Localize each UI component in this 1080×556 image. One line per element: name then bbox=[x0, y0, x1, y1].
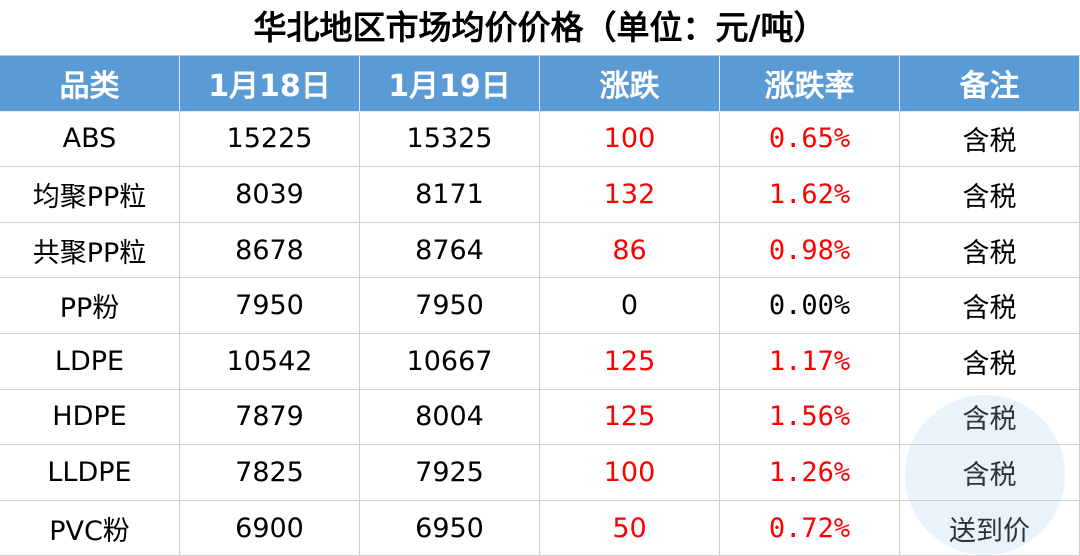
table-cell: 8004 bbox=[360, 389, 540, 446]
table-cell: 100 bbox=[540, 445, 720, 501]
table-cell: 含税 bbox=[900, 333, 1080, 390]
price-table: 品类 1月18日 1月19日 涨跌 涨跌率 备注 ABS 15225 15325 100 0.65%… bbox=[0, 56, 1080, 556]
table-cell: 15325 bbox=[360, 111, 540, 168]
table-cell: 7879 bbox=[180, 389, 360, 446]
column-header: 1月19日 bbox=[360, 56, 540, 112]
table-cell: 6950 bbox=[360, 500, 540, 556]
table-cell: 均聚PP粒 bbox=[0, 167, 180, 223]
column-header: 涨跌 bbox=[540, 56, 720, 112]
table-cell: 86 bbox=[540, 222, 720, 279]
table-cell: 1.62% bbox=[720, 167, 900, 223]
table-cell: 共聚PP粒 bbox=[0, 222, 180, 279]
table-cell: 含税 bbox=[900, 111, 1080, 168]
table-cell: 8764 bbox=[360, 222, 540, 279]
table-cell: 1.26% bbox=[720, 445, 900, 501]
table-cell: 含税 bbox=[900, 389, 1080, 446]
table-cell: 0 bbox=[540, 278, 720, 334]
table-cell: 8039 bbox=[180, 167, 360, 223]
table-cell: 7825 bbox=[180, 445, 360, 501]
table-cell: 50 bbox=[540, 500, 720, 556]
table-cell: 7950 bbox=[180, 278, 360, 334]
column-header: 备注 bbox=[900, 56, 1080, 112]
column-header: 涨跌率 bbox=[720, 56, 900, 112]
table-cell: ABS bbox=[0, 111, 180, 168]
table-cell: 125 bbox=[540, 333, 720, 390]
table-cell: 0.65% bbox=[720, 111, 900, 168]
table-cell: 7925 bbox=[360, 445, 540, 501]
table-cell: 6900 bbox=[180, 500, 360, 556]
table-cell: 0.00% bbox=[720, 278, 900, 334]
column-header: 品类 bbox=[0, 56, 180, 112]
table-cell: 含税 bbox=[900, 167, 1080, 223]
table-title: 华北地区市场均价价格（单位：元/吨） bbox=[0, 0, 1080, 56]
table-cell: 15225 bbox=[180, 111, 360, 168]
table-cell: PP粉 bbox=[0, 278, 180, 334]
table-cell: 125 bbox=[540, 389, 720, 446]
column-header: 1月18日 bbox=[180, 56, 360, 112]
table-cell: 7950 bbox=[360, 278, 540, 334]
table-cell: 含税 bbox=[900, 278, 1080, 334]
table-cell: 8678 bbox=[180, 222, 360, 279]
table-cell: 132 bbox=[540, 167, 720, 223]
table-cell: 10667 bbox=[360, 333, 540, 390]
table-cell: 0.72% bbox=[720, 500, 900, 556]
table-cell: 送到价 bbox=[900, 500, 1080, 556]
table-cell: 100 bbox=[540, 111, 720, 168]
table-cell: LDPE bbox=[0, 333, 180, 390]
table-cell: 含税 bbox=[900, 222, 1080, 279]
table-cell: 含税 bbox=[900, 445, 1080, 501]
table-cell: PVC粉 bbox=[0, 500, 180, 556]
table-cell: LLDPE bbox=[0, 445, 180, 501]
table-cell: HDPE bbox=[0, 389, 180, 446]
table-cell: 1.17% bbox=[720, 333, 900, 390]
table-cell: 0.98% bbox=[720, 222, 900, 279]
table-cell: 8171 bbox=[360, 167, 540, 223]
table-cell: 10542 bbox=[180, 333, 360, 390]
table-cell: 1.56% bbox=[720, 389, 900, 446]
